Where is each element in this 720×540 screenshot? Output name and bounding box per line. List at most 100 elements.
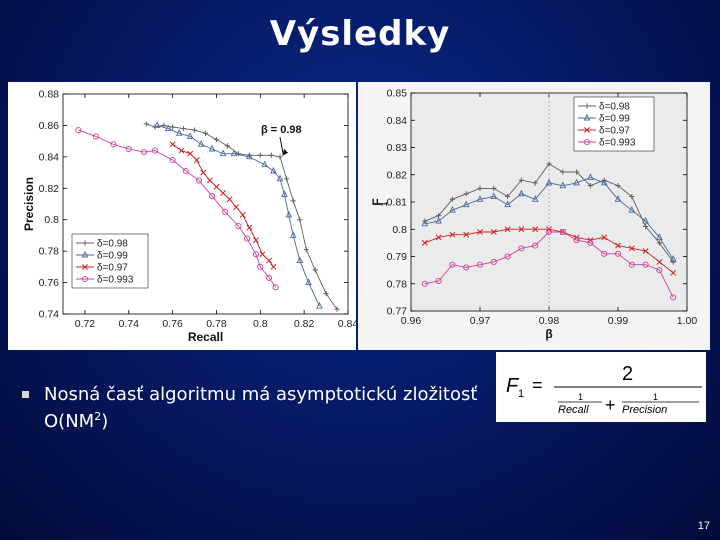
data-point: [463, 191, 469, 197]
legend-swatch-marker: [81, 275, 89, 283]
data-point: [449, 261, 456, 268]
data-point: [289, 231, 297, 238]
x-axis-label: β: [545, 327, 552, 341]
series-4: [421, 228, 677, 301]
data-point: [180, 125, 187, 132]
bullet-text-main: Nosná časť algoritmu má asymptotickú zlo…: [44, 384, 478, 432]
data-point: [463, 231, 470, 238]
formula-equals: =: [532, 375, 543, 395]
data-point: [559, 228, 566, 236]
data-point: [463, 264, 470, 271]
data-point: [169, 156, 176, 164]
y-tick-label: 0.83: [387, 142, 408, 154]
data-point: [297, 217, 303, 223]
data-point: [259, 251, 266, 258]
beta-annotation: β = 0.98: [261, 124, 302, 136]
data-point: [462, 200, 470, 208]
data-point: [290, 198, 296, 204]
data-point: [449, 205, 456, 213]
y-tick-label: 0.81: [387, 197, 408, 209]
precision-recall-chart-panel: 0.88 0.86 0.84 0.82 0.8 0.78 0.76 0.74 0.72 0.74 0…: [8, 82, 358, 350]
data-point: [230, 149, 238, 157]
data-point: [477, 185, 483, 191]
y-tick-label: 0.86: [39, 120, 60, 132]
data-point: [642, 261, 649, 268]
series-3: [169, 141, 277, 270]
x-tick-label: 0.99: [608, 315, 629, 327]
data-point: [175, 129, 183, 136]
data-point: [435, 216, 442, 224]
data-point: [276, 174, 284, 182]
data-point: [191, 127, 198, 133]
legend-swatch-marker: [583, 113, 591, 121]
f1-beta-chart: 0.85 0.84 0.83 0.82 0.81 0.8 0.79 0.78 0.770.96 0…: [370, 88, 697, 342]
x-tick-label: 0.74: [119, 318, 140, 330]
data-point: [305, 278, 312, 286]
data-point: [476, 261, 484, 268]
data-point: [220, 190, 226, 196]
data-point: [143, 121, 149, 127]
annotation-arrow-head: [282, 148, 289, 156]
f1-formula-panel: F 1 = 2 1 Recall + 1 Precision: [496, 352, 706, 422]
annotation-arrow-line: [279, 136, 284, 154]
data-point: [257, 152, 263, 158]
formula-term2-numerator: 1: [653, 392, 658, 402]
data-point: [545, 178, 553, 186]
data-point: [193, 157, 200, 163]
data-point: [628, 261, 635, 268]
data-point: [546, 161, 552, 167]
data-point: [656, 267, 663, 274]
data-point: [257, 263, 264, 270]
data-point: [642, 216, 649, 224]
legend-label: δ=0.98: [599, 102, 630, 113]
formula-plus: +: [605, 395, 616, 415]
data-point: [504, 253, 511, 260]
data-point: [303, 246, 309, 253]
data-point: [559, 181, 567, 189]
data-point: [213, 183, 220, 190]
series-1: [422, 161, 676, 265]
legend-label: δ=0.99: [97, 251, 128, 262]
y-tick-label: 0.8: [392, 224, 407, 236]
x-tick-label: 0.82: [294, 318, 315, 330]
data-point: [197, 140, 205, 147]
legend-swatch-marker: [583, 138, 591, 146]
data-point: [187, 150, 194, 157]
data-point: [284, 176, 290, 182]
data-point: [270, 166, 277, 174]
y-tick-label: 0.77: [387, 306, 408, 318]
x-axis-label: Recall: [188, 330, 223, 344]
legend-label: δ=0.98: [97, 239, 128, 250]
data-point: [600, 178, 608, 186]
formula-numerator: 2: [622, 363, 633, 385]
y-tick-label: 0.85: [387, 88, 408, 100]
data-point: [152, 147, 159, 154]
page-number: 17: [697, 520, 710, 532]
series-line: [172, 143, 274, 268]
data-point: [532, 226, 539, 233]
data-point: [219, 149, 227, 157]
y-tick-label: 0.84: [387, 115, 408, 127]
series-line: [424, 177, 674, 260]
series-line: [78, 129, 277, 288]
data-point: [285, 210, 293, 218]
data-point: [421, 219, 429, 227]
data-point: [435, 277, 442, 285]
data-point: [504, 200, 511, 208]
series-2: [421, 173, 677, 262]
data-point: [239, 212, 246, 218]
legend-label: δ=0.97: [599, 126, 630, 137]
data-point: [421, 280, 428, 287]
data-point: [208, 144, 216, 152]
data-point: [186, 132, 194, 139]
data-point: [670, 269, 677, 276]
precision-recall-chart: 0.88 0.86 0.84 0.82 0.8 0.78 0.76 0.74 0.72 0.74 0…: [22, 89, 358, 345]
data-point: [244, 235, 251, 242]
formula-term2-denominator: Precision: [622, 404, 667, 416]
data-point: [226, 196, 233, 203]
y-tick-label: 0.82: [387, 169, 408, 181]
data-point: [504, 226, 511, 233]
data-point: [170, 124, 176, 130]
y-tick-label: 0.88: [39, 89, 60, 101]
data-point: [312, 267, 318, 273]
